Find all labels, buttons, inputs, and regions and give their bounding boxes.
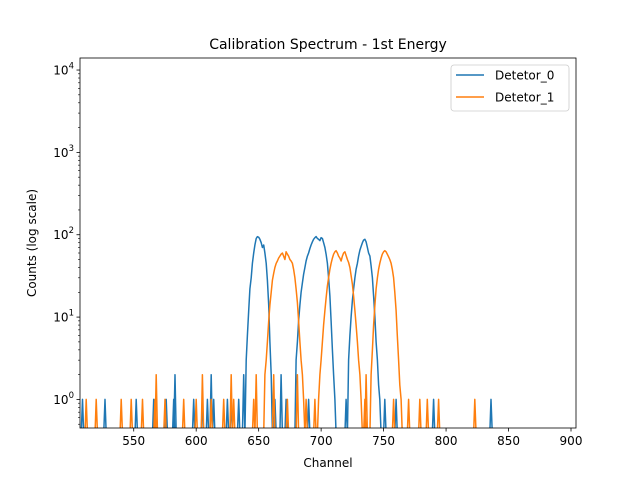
count-spike	[154, 373, 159, 428]
count-spike	[425, 398, 430, 428]
legend-box	[450, 64, 570, 112]
count-spike	[181, 398, 186, 428]
peak-2-line	[316, 249, 363, 428]
count-spike	[279, 373, 284, 428]
count-spike	[306, 398, 311, 428]
count-spike	[163, 398, 167, 428]
legend: Detetor_0 Detetor_1	[450, 64, 570, 112]
count-spike	[103, 398, 107, 428]
y-axis-label: Counts (log scale)	[25, 189, 39, 297]
y-tick-label: 104	[53, 62, 74, 78]
count-spike	[221, 398, 226, 428]
x-tick-label: 650	[247, 434, 270, 448]
x-tick-label: 600	[185, 434, 208, 448]
plot-content	[80, 235, 493, 428]
legend-label-detetor-1: Detetor_1	[495, 91, 554, 105]
y-tick-label: 101	[53, 309, 74, 325]
count-spike	[254, 373, 259, 428]
y-tick-label: 100	[53, 391, 74, 407]
count-spike	[94, 398, 99, 428]
x-tick-label: 550	[122, 434, 145, 448]
peak-2-line	[294, 235, 337, 428]
count-spike	[229, 373, 234, 428]
peak-1-line	[263, 251, 306, 428]
count-spike	[134, 398, 139, 428]
count-spike	[431, 398, 436, 428]
count-spike	[313, 398, 317, 428]
count-spike	[489, 398, 493, 428]
x-tick-label: 900	[560, 434, 583, 448]
x-axis: 550 600 650 700 750 800 850 900	[122, 428, 582, 448]
count-spike	[418, 398, 422, 428]
count-spike	[173, 373, 177, 428]
count-spike	[84, 398, 89, 428]
chart-title: Calibration Spectrum - 1st Energy	[209, 37, 447, 53]
count-spike	[383, 398, 387, 428]
count-spike	[119, 398, 124, 428]
y-axis: 100 101 102 103 104	[53, 62, 80, 425]
count-spike	[391, 398, 396, 428]
count-spike	[209, 398, 213, 428]
count-spike	[285, 398, 290, 428]
count-spike	[304, 398, 308, 428]
y-tick-label: 103	[53, 144, 74, 160]
count-spike	[364, 373, 369, 428]
x-axis-label: Channel	[303, 456, 352, 470]
count-spike	[225, 398, 230, 428]
x-tick-label: 850	[497, 434, 520, 448]
count-spike	[191, 398, 196, 428]
count-spike	[200, 373, 205, 428]
series-detetor-1	[84, 249, 477, 428]
count-spike	[236, 398, 241, 428]
x-tick-label: 700	[310, 434, 333, 448]
count-spike	[473, 398, 477, 428]
legend-label-detetor-0: Detetor_0	[495, 69, 554, 83]
count-spike	[205, 398, 210, 428]
y-tick-label: 102	[53, 226, 74, 242]
count-spike	[436, 398, 441, 428]
count-spike	[140, 398, 145, 428]
count-spike	[406, 398, 411, 428]
peak-1-line	[244, 235, 274, 428]
x-tick-label: 800	[435, 434, 458, 448]
x-tick-label: 750	[372, 434, 395, 448]
count-spike	[80, 398, 85, 428]
count-spike	[271, 373, 276, 428]
peak-3-line	[369, 249, 403, 428]
count-spike	[394, 398, 398, 428]
count-spike	[194, 398, 198, 428]
count-spike	[295, 373, 300, 428]
count-spike	[129, 398, 134, 428]
